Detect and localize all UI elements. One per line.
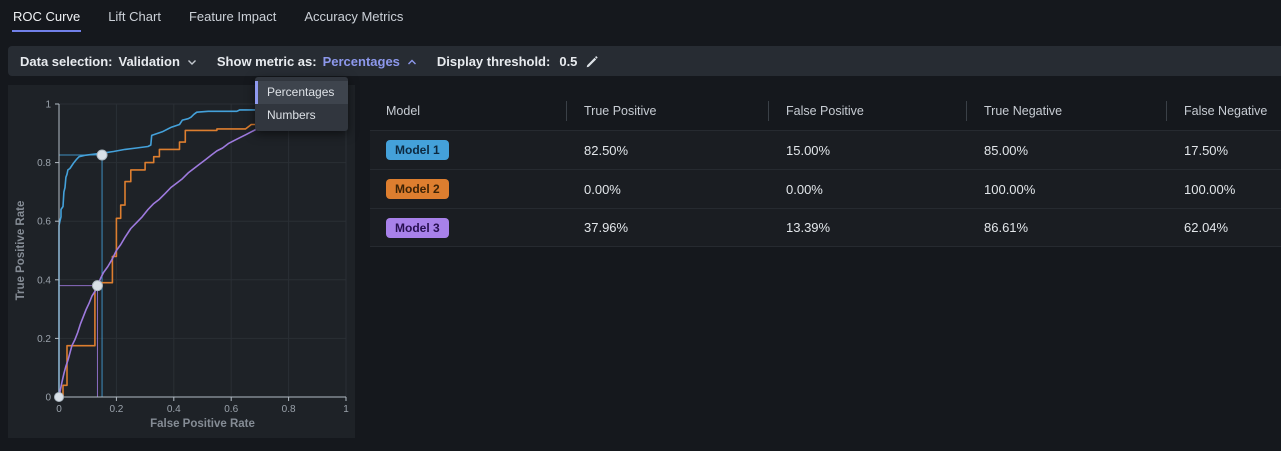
model-badge-model-3: Model 3 [386,217,449,238]
x-tick-label: 0.6 [224,404,238,415]
data-selection-label: Data selection: [20,53,113,69]
cell-model: Model 2 [370,179,566,199]
column-header-false-positive: False Positive [768,104,966,118]
threshold-marker-model-2[interactable] [54,392,64,402]
x-tick-label: 0.8 [282,404,296,415]
chevron-up-icon [407,54,417,69]
tab-bar: ROC Curve Lift Chart Feature Impact Accurac… [0,0,1281,34]
cell-false-negative: 62.04% [1184,220,1229,235]
tab-accuracy-metrics[interactable]: Accuracy Metrics [304,9,404,24]
roc-curve-model-3 [58,103,347,398]
x-tick-label: 0 [56,404,62,415]
y-tick-label: 1 [45,100,51,111]
show-metric-open-menu: Percentages Numbers [255,77,348,131]
cell-false-negative: 17.50% [1184,142,1229,158]
column-header-true-negative: True Negative [966,104,1166,118]
data-selection-value: Validation [118,53,180,69]
y-tick-label: 0.2 [37,334,51,345]
roc-chart-svg: 0 0.2 0.4 0.6 0.8 1 0 0.2 0.4 0.6 0.8 1 False Positi… [15,100,349,431]
cell-true-negative: 100.00% [984,181,1036,197]
y-tick-label: 0.8 [37,158,51,169]
cell-true-positive: 37.96% [584,220,629,235]
dropdown-item-percentages[interactable]: Percentages [255,81,348,104]
confusion-metrics-table: Model True Positive False Positive True Neg… [370,92,1281,247]
column-header-false-negative: False Negative [1166,104,1281,118]
show-metric-label: Show metric as: [216,53,317,69]
model-badge-model-2: Model 2 [386,179,449,199]
chart-toolbar: Data selection: Validation Show metric a… [8,46,1281,76]
table-row-model-1: Model 1 82.50% 15.00% 85.00% 17.50% [370,130,1281,169]
y-tick-label: 0.6 [37,217,51,228]
cell-true-negative: 85.00% [984,142,1029,158]
y-axis-label: True Positive Rate [15,201,27,301]
y-tick-label: 0 [45,393,51,404]
x-tick-label: 1 [343,404,349,415]
cell-false-positive: 0.00% [786,181,823,197]
model-badge-model-1: Model 1 [386,140,449,160]
chevron-down-icon [187,54,197,69]
column-header-model: Model [386,104,421,118]
cell-false-positive: 13.39% [786,220,831,235]
cell-model: Model 1 [370,140,566,160]
column-header-true-positive: True Positive [566,104,768,118]
cell-true-negative: 86.61% [984,220,1029,235]
cell-model: Model 3 [370,217,566,238]
cell-true-positive: 82.50% [584,142,629,158]
tab-lift-chart[interactable]: Lift Chart [108,9,161,24]
tab-feature-impact[interactable]: Feature Impact [188,9,277,24]
display-threshold-control: Display threshold: 0.5 [437,54,599,69]
table-row-model-2: Model 2 0.00% 0.00% 100.00% 100.00% [370,169,1281,208]
display-threshold-value: 0.5 [559,53,578,69]
dropdown-item-numbers[interactable]: Numbers [267,108,316,122]
display-threshold-label: Display threshold: [436,53,551,69]
threshold-marker-model-3[interactable] [91,280,103,292]
table-header-row: Model True Positive False Positive True Neg… [370,92,1281,130]
cell-false-negative: 100.00% [1184,181,1236,197]
cell-true-positive: 0.00% [584,181,621,197]
data-selection-dropdown[interactable]: Data selection: Validation [20,54,197,69]
x-tick-label: 0.4 [167,404,181,415]
threshold-marker-model-1[interactable] [96,149,108,161]
edit-pencil-icon[interactable] [585,55,598,68]
table-row-model-3: Model 3 37.96% 13.39% 86.61% 62.04% [370,208,1281,247]
show-metric-value: Percentages [322,53,400,69]
tab-roc-curve[interactable]: ROC Curve [12,8,82,32]
y-tick-label: 0.4 [37,275,51,286]
show-metric-dropdown[interactable]: Show metric as: Percentages [217,54,417,69]
x-tick-label: 0.2 [109,404,123,415]
roc-chart-panel[interactable]: 0 0.2 0.4 0.6 0.8 1 0 0.2 0.4 0.6 0.8 1 False Positi… [8,85,355,438]
x-axis-label: False Positive Rate [150,418,255,430]
table-body: Model 1 82.50% 15.00% 85.00% 17.50% Model 2 0.… [370,130,1281,247]
cell-false-positive: 15.00% [786,142,831,158]
roc-curve-model-1 [58,103,346,397]
